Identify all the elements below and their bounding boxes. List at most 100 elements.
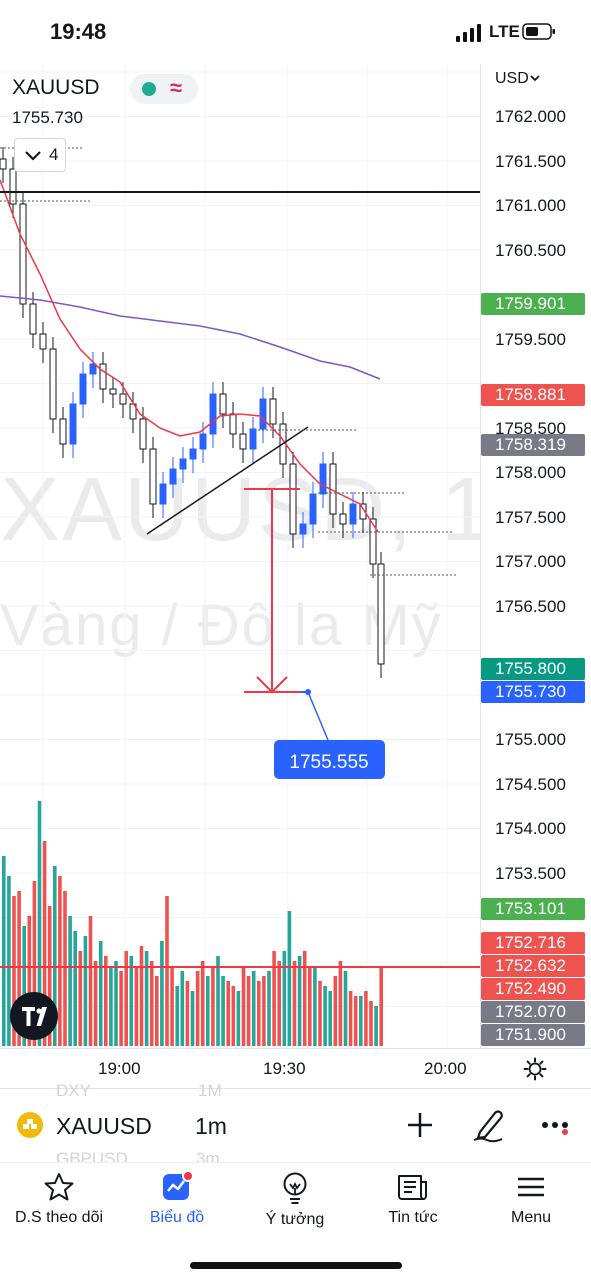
volume-bar <box>282 951 287 1046</box>
volume-bar <box>7 876 11 1046</box>
volume-bar <box>27 916 32 1046</box>
volume-bar <box>333 976 338 1046</box>
price-tick: 1762.000 <box>495 107 566 126</box>
time-label-2000: 20:00 <box>424 1059 467 1078</box>
price-badge: 1755.800 <box>481 657 585 680</box>
nav-label-ideas: Ý tưởng <box>265 1211 325 1228</box>
interval-button[interactable]: 1m <box>195 1113 227 1139</box>
volume-bar <box>124 951 128 1046</box>
candle-body <box>59 418 67 445</box>
volume-bar <box>313 966 317 1046</box>
volume-bar <box>78 951 83 1046</box>
volume-bars <box>2 801 383 1046</box>
volume-bar <box>292 961 297 1046</box>
volume-bar <box>206 976 210 1046</box>
volume-bar <box>379 966 383 1046</box>
volume-bar <box>12 896 16 1046</box>
candle-body <box>269 398 277 425</box>
price-dotted-levels <box>0 147 458 576</box>
nav-item-chart[interactable]: Biểu đồ <box>118 1171 236 1241</box>
price-tick: 1757.000 <box>495 552 566 571</box>
volume-bar <box>63 891 67 1046</box>
volume-bar <box>109 966 113 1046</box>
chevron-down-icon <box>25 151 41 161</box>
gear-icon[interactable] <box>523 1057 547 1081</box>
volume-bar <box>22 926 26 1046</box>
currency-select[interactable]: USD <box>495 70 541 88</box>
volume-bar <box>338 961 343 1046</box>
candle-body <box>239 433 247 450</box>
volume-bar <box>88 916 93 1046</box>
news-icon <box>398 1175 427 1200</box>
volume-bar <box>195 971 200 1046</box>
candle-body <box>259 398 267 430</box>
nav-item-news[interactable]: Tin tức <box>354 1171 472 1241</box>
time-axis[interactable]: 19:00 19:30 20:00 <box>0 1048 591 1089</box>
watermark-symbol: XAUUSD, 1 <box>0 460 480 560</box>
price-badge: 1758.881 <box>481 383 585 406</box>
volume-bar <box>134 966 139 1046</box>
volume-bar <box>236 991 241 1046</box>
volume-bar <box>211 966 215 1046</box>
volume-bar <box>318 981 322 1046</box>
candle-body <box>339 513 347 525</box>
candle-body <box>219 393 227 415</box>
volume-bar <box>267 971 271 1046</box>
volume-bar <box>200 961 205 1046</box>
chart-symbol[interactable]: XAUUSD <box>12 76 100 99</box>
candle-body <box>49 348 57 420</box>
symbol-search-button[interactable]: XAUUSD <box>56 1113 152 1139</box>
nav-label-news: Tin tức <box>388 1209 438 1226</box>
star-icon <box>44 1173 74 1201</box>
candle-body <box>139 418 147 450</box>
nav-label-menu: Menu <box>510 1209 552 1226</box>
price-badge: 1752.632 <box>481 955 585 978</box>
price-badge: 1752.070 <box>481 1001 585 1024</box>
candle-body <box>369 518 377 565</box>
gold-symbol-icon <box>17 1112 43 1138</box>
price-tick: 1761.500 <box>495 151 566 171</box>
nav-item-watchlist[interactable]: D.S theo dõi <box>0 1171 118 1241</box>
volume-bar <box>32 881 37 1046</box>
more-options-icon[interactable] <box>540 1119 574 1135</box>
target-connector <box>307 691 329 741</box>
menu-icon <box>518 1177 544 1197</box>
volume-bar <box>190 991 195 1046</box>
volume-bar <box>257 981 261 1046</box>
volume-bar <box>241 966 246 1046</box>
candle-body <box>309 493 317 525</box>
price-axis-ticks: 1762.000 1761.500 1761.000 1760.500 1759.500… <box>481 64 591 1048</box>
price-tick: 1753.500 <box>495 863 566 883</box>
volume-bar <box>160 941 164 1046</box>
volume-bar <box>297 956 302 1046</box>
volume-bar <box>37 801 42 1046</box>
volume-bar <box>58 876 62 1046</box>
volume-bar <box>364 991 368 1046</box>
plus-icon[interactable] <box>404 1109 436 1141</box>
market-status-pill[interactable]: ≈ <box>130 74 198 104</box>
drawing-tools-icon[interactable] <box>471 1107 505 1143</box>
volume-bar <box>246 976 251 1046</box>
price-tick: 1760.500 <box>495 240 566 260</box>
price-axis[interactable]: 1762.000 1761.500 1761.000 1760.500 1759.500… <box>480 64 591 1048</box>
ghost-interval-above: 1M <box>198 1081 222 1100</box>
volume-bar <box>302 951 307 1046</box>
slow-ma-line <box>0 295 381 380</box>
chart-area[interactable]: XAUUSD, 1 Vàng / Đô la Mỹ 1755.555 <box>0 64 480 1048</box>
candle-body <box>319 463 327 495</box>
indicators-collapse-button[interactable]: 4 <box>14 138 66 172</box>
nav-label-watchlist: D.S theo dõi <box>14 1209 104 1226</box>
volume-bar <box>68 916 72 1046</box>
volume-bar <box>98 941 103 1046</box>
price-tick: 1757.500 <box>495 507 566 527</box>
nav-item-menu[interactable]: Menu <box>472 1171 590 1241</box>
volume-bar <box>129 956 134 1046</box>
volume-bar <box>272 951 276 1046</box>
candle-body <box>249 428 257 450</box>
price-axis-badges: 1759.901 1758.881 1758.319 1755.800 1755.730… <box>481 64 591 1048</box>
nav-item-ideas[interactable]: Ý tưởng <box>236 1171 354 1241</box>
market-open-dot-icon <box>142 82 156 96</box>
price-chart[interactable]: 1755.555 <box>0 64 480 1048</box>
candle-body <box>289 463 297 535</box>
candle-body <box>0 158 7 170</box>
